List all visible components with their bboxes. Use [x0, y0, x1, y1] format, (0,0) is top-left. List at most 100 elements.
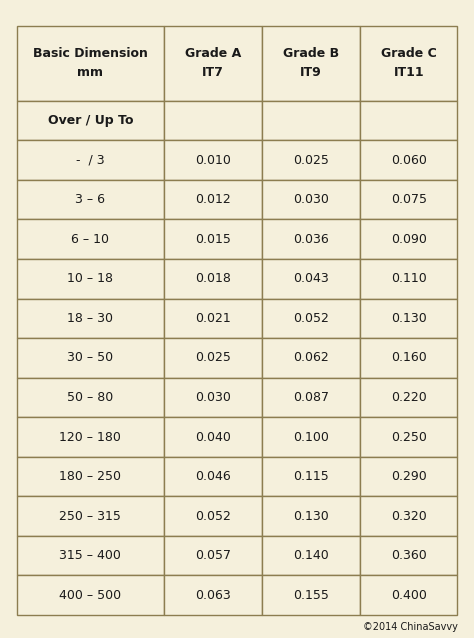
Bar — [17, 575, 164, 615]
Text: 0.018: 0.018 — [195, 272, 231, 285]
Text: 0.057: 0.057 — [195, 549, 231, 562]
Bar — [17, 180, 164, 219]
Bar — [17, 101, 164, 140]
Bar — [262, 259, 360, 299]
Text: 0.036: 0.036 — [293, 233, 329, 246]
Bar — [17, 140, 164, 180]
Bar — [164, 575, 262, 615]
Bar — [164, 299, 262, 338]
Text: 250 – 315: 250 – 315 — [60, 510, 121, 523]
Bar — [164, 417, 262, 457]
Text: 0.052: 0.052 — [293, 312, 329, 325]
Bar — [360, 259, 457, 299]
Text: 0.015: 0.015 — [195, 233, 231, 246]
Bar — [17, 536, 164, 575]
Text: 0.060: 0.060 — [391, 154, 427, 167]
Bar — [164, 180, 262, 219]
Text: 0.012: 0.012 — [195, 193, 231, 206]
Bar — [262, 338, 360, 378]
Bar — [262, 180, 360, 219]
Bar — [17, 457, 164, 496]
Bar — [360, 496, 457, 536]
Text: 0.100: 0.100 — [293, 431, 329, 443]
Text: 18 – 30: 18 – 30 — [67, 312, 113, 325]
Text: 0.290: 0.290 — [391, 470, 427, 483]
Text: 0.160: 0.160 — [391, 352, 427, 364]
Bar — [17, 417, 164, 457]
Text: 0.043: 0.043 — [293, 272, 329, 285]
Text: 0.087: 0.087 — [293, 391, 329, 404]
Text: 180 – 250: 180 – 250 — [59, 470, 121, 483]
Bar — [360, 299, 457, 338]
Text: 6 – 10: 6 – 10 — [72, 233, 109, 246]
Text: 0.030: 0.030 — [195, 391, 231, 404]
Bar — [360, 140, 457, 180]
Bar — [17, 496, 164, 536]
Bar — [262, 575, 360, 615]
Bar — [164, 219, 262, 259]
Text: 0.090: 0.090 — [391, 233, 427, 246]
Text: -  / 3: - / 3 — [76, 154, 105, 167]
Text: 3 – 6: 3 – 6 — [75, 193, 105, 206]
Bar — [262, 299, 360, 338]
Bar — [17, 259, 164, 299]
Text: 0.040: 0.040 — [195, 431, 231, 443]
Text: Grade C
IT11: Grade C IT11 — [381, 47, 437, 79]
Text: 0.250: 0.250 — [391, 431, 427, 443]
Text: 0.062: 0.062 — [293, 352, 329, 364]
Bar — [164, 496, 262, 536]
Bar — [262, 378, 360, 417]
Bar — [360, 457, 457, 496]
Text: 315 – 400: 315 – 400 — [60, 549, 121, 562]
Bar — [360, 180, 457, 219]
Bar — [164, 536, 262, 575]
Text: 0.063: 0.063 — [195, 589, 231, 602]
Bar — [360, 26, 457, 101]
Bar — [262, 101, 360, 140]
Bar — [262, 417, 360, 457]
Text: 400 – 500: 400 – 500 — [59, 589, 121, 602]
Text: 10 – 18: 10 – 18 — [67, 272, 113, 285]
Text: Basic Dimension
mm: Basic Dimension mm — [33, 47, 148, 79]
Text: 0.010: 0.010 — [195, 154, 231, 167]
Bar — [164, 378, 262, 417]
Bar — [360, 417, 457, 457]
Bar — [17, 26, 164, 101]
Text: ©2014 ChinaSavvy: ©2014 ChinaSavvy — [363, 621, 457, 632]
Text: 0.130: 0.130 — [391, 312, 427, 325]
Bar — [262, 496, 360, 536]
Text: 0.021: 0.021 — [195, 312, 231, 325]
Bar — [360, 219, 457, 259]
Text: 0.220: 0.220 — [391, 391, 427, 404]
Text: 50 – 80: 50 – 80 — [67, 391, 114, 404]
Bar — [164, 259, 262, 299]
Bar — [360, 101, 457, 140]
Text: Grade A
IT7: Grade A IT7 — [185, 47, 241, 79]
Bar — [360, 338, 457, 378]
Text: 0.115: 0.115 — [293, 470, 329, 483]
Bar — [262, 457, 360, 496]
Text: 0.155: 0.155 — [293, 589, 329, 602]
Text: 0.400: 0.400 — [391, 589, 427, 602]
Text: 120 – 180: 120 – 180 — [60, 431, 121, 443]
Text: 0.130: 0.130 — [293, 510, 329, 523]
Text: Over / Up To: Over / Up To — [48, 114, 133, 127]
Text: Grade B
IT9: Grade B IT9 — [283, 47, 339, 79]
Bar — [164, 457, 262, 496]
Text: 0.030: 0.030 — [293, 193, 329, 206]
Bar — [17, 219, 164, 259]
Text: 0.025: 0.025 — [195, 352, 231, 364]
Text: 0.052: 0.052 — [195, 510, 231, 523]
Text: 0.025: 0.025 — [293, 154, 329, 167]
Bar — [360, 575, 457, 615]
Bar — [17, 299, 164, 338]
Text: 0.075: 0.075 — [391, 193, 427, 206]
Bar — [262, 26, 360, 101]
Bar — [262, 140, 360, 180]
Bar — [17, 338, 164, 378]
Text: 0.360: 0.360 — [391, 549, 427, 562]
Text: 30 – 50: 30 – 50 — [67, 352, 113, 364]
Text: 0.140: 0.140 — [293, 549, 329, 562]
Text: 0.320: 0.320 — [391, 510, 427, 523]
Bar — [164, 338, 262, 378]
